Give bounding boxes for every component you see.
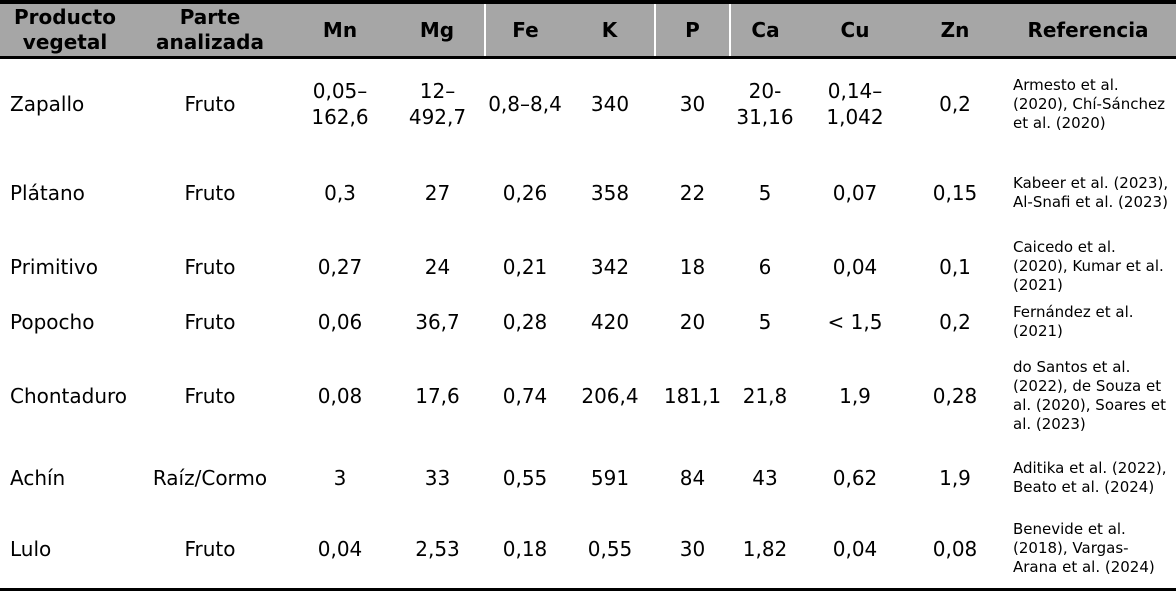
- col-header-k: K: [601, 17, 618, 42]
- table-row-achin: Achín Raíz/Cormo 3 33 0,55 591 84 43 0,6…: [0, 446, 1176, 510]
- cell-mn: 0,06: [317, 309, 363, 334]
- cell-zn: 0,15: [932, 180, 978, 205]
- cell-referencia: Benevide et al. (2018), Vargas-Arana et …: [1013, 520, 1155, 577]
- cell-parte: Fruto: [184, 254, 236, 279]
- cell-cu: 0,07: [832, 180, 878, 205]
- table-row-lulo: Lulo Fruto 0,04 2,53 0,18 0,55 30 1,82 0…: [0, 510, 1176, 590]
- cell-mn: 0,08: [317, 383, 363, 408]
- cell-ca: 43: [752, 465, 778, 490]
- cell-k: 206,4: [581, 383, 639, 408]
- cell-fe: 0,28: [502, 309, 548, 334]
- col-header-mn: Mn: [322, 17, 358, 42]
- cell-parte: Fruto: [184, 536, 236, 561]
- col-header-cu: Cu: [840, 17, 870, 42]
- cell-mg: 12–492,7: [408, 79, 467, 130]
- cell-ca: 6: [758, 254, 772, 279]
- col-header-ca: Ca: [729, 2, 800, 58]
- cell-parte: Fruto: [184, 92, 236, 117]
- cell-mg: 2,53: [415, 536, 460, 561]
- cell-ca: 5: [758, 309, 772, 334]
- cell-zn: 0,28: [932, 383, 978, 408]
- cell-referencia: Aditika et al. (2022), Beato et al. (202…: [1013, 458, 1167, 496]
- cell-mn: 3: [333, 465, 347, 490]
- cell-mg: 33: [424, 465, 451, 490]
- cell-parte: Fruto: [184, 383, 236, 408]
- cell-ca: 1,82: [742, 536, 788, 561]
- cell-cu: < 1,5: [827, 309, 883, 334]
- cell-referencia: Caicedo et al. (2020), Kumar et al. (202…: [1013, 238, 1164, 294]
- cell-k: 340: [590, 92, 630, 117]
- cell-fe: 0,55: [502, 465, 548, 490]
- cell-cu: 0,14–1,042: [826, 79, 884, 130]
- cell-fe: 0,26: [502, 180, 548, 205]
- cell-mg: 36,7: [415, 309, 460, 334]
- cell-fe: 0,21: [502, 254, 548, 279]
- cell-fe: 0,8–8,4: [488, 92, 562, 117]
- cell-parte: Raíz/Cormo: [152, 465, 268, 490]
- cell-zn: 0,1: [939, 254, 971, 279]
- cell-cu: 0,62: [832, 465, 878, 490]
- cell-mg: 27: [424, 180, 451, 205]
- cell-zn: 0,2: [939, 92, 971, 117]
- cell-cu: 0,04: [832, 254, 878, 279]
- cell-zn: 1,9: [939, 465, 971, 490]
- table-row-popocho: Popocho Fruto 0,06 36,7 0,28 420 20 5 < …: [0, 298, 1176, 346]
- cell-k: 358: [590, 180, 630, 205]
- cell-mn: 0,05–162,6: [311, 79, 369, 130]
- cell-ca: 21,8: [742, 383, 788, 408]
- cell-mn: 0,27: [317, 254, 363, 279]
- cell-zn: 0,08: [932, 536, 978, 561]
- cell-fe: 0,74: [502, 383, 548, 408]
- cell-producto: Lulo: [10, 536, 52, 561]
- table-row-platano: Plátano Fruto 0,3 27 0,26 358 22 5 0,07 …: [0, 150, 1176, 236]
- cell-mg: 17,6: [415, 383, 460, 408]
- cell-k: 342: [590, 254, 630, 279]
- col-header-parte-analizada: Parte analizada: [156, 5, 264, 54]
- cell-producto: Achín: [10, 465, 66, 490]
- cell-ca: 5: [758, 180, 772, 205]
- table-row-primitivo: Primitivo Fruto 0,27 24 0,21 342 18 6 0,…: [0, 236, 1176, 298]
- cell-mg: 24: [424, 254, 451, 279]
- cell-cu: 1,9: [839, 383, 871, 408]
- col-header-mg: Mg: [419, 17, 455, 42]
- cell-producto: Popocho: [10, 309, 95, 334]
- cell-producto: Primitivo: [10, 254, 98, 279]
- cell-cu: 0,04: [832, 536, 878, 561]
- cell-fe: 0,18: [502, 536, 548, 561]
- cell-ca: 20-31,16: [736, 79, 794, 130]
- cell-zn: 0,2: [939, 309, 971, 334]
- table-row-zapallo: Zapallo Fruto 0,05–162,6 12–492,7 0,8–8,…: [0, 58, 1176, 150]
- cell-p: 30: [679, 536, 706, 561]
- cell-p: 22: [679, 180, 706, 205]
- cell-mn: 0,3: [324, 180, 356, 205]
- cell-k: 591: [590, 465, 630, 490]
- cell-parte: Fruto: [184, 309, 236, 334]
- cell-referencia: do Santos et al. (2022), de Souza et al.…: [1013, 357, 1166, 433]
- col-header-zn: Zn: [940, 17, 970, 42]
- cell-p: 181,1: [663, 383, 722, 408]
- cell-referencia: Armesto et al. (2020), Chí-Sánchez et al…: [1013, 75, 1166, 132]
- col-header-producto-vegetal: Producto vegetal: [14, 5, 116, 54]
- col-header-referencia: Referencia: [1027, 17, 1149, 42]
- cell-producto: Plátano: [10, 180, 85, 205]
- cell-k: 0,55: [587, 536, 633, 561]
- cell-k: 420: [590, 309, 630, 334]
- cell-p: 84: [679, 465, 706, 490]
- cell-producto: Chontaduro: [10, 383, 128, 408]
- cell-parte: Fruto: [184, 180, 236, 205]
- cell-p: 18: [679, 254, 706, 279]
- cell-mn: 0,04: [317, 536, 363, 561]
- table-header-row: Producto vegetal Parte analizada Mn Mg F…: [0, 2, 1176, 58]
- cell-producto: Zapallo: [10, 92, 85, 117]
- cell-p: 20: [679, 309, 706, 334]
- col-header-p: P: [654, 2, 730, 58]
- cell-referencia: Fernández et al. (2021): [1013, 302, 1134, 340]
- table-row-chontaduro: Chontaduro Fruto 0,08 17,6 0,74 206,4 18…: [0, 346, 1176, 446]
- col-header-fe: Fe: [484, 2, 565, 58]
- cell-referencia: Kabeer et al. (2023), Al-Snafi et al. (2…: [1013, 173, 1169, 211]
- cell-p: 30: [679, 92, 706, 117]
